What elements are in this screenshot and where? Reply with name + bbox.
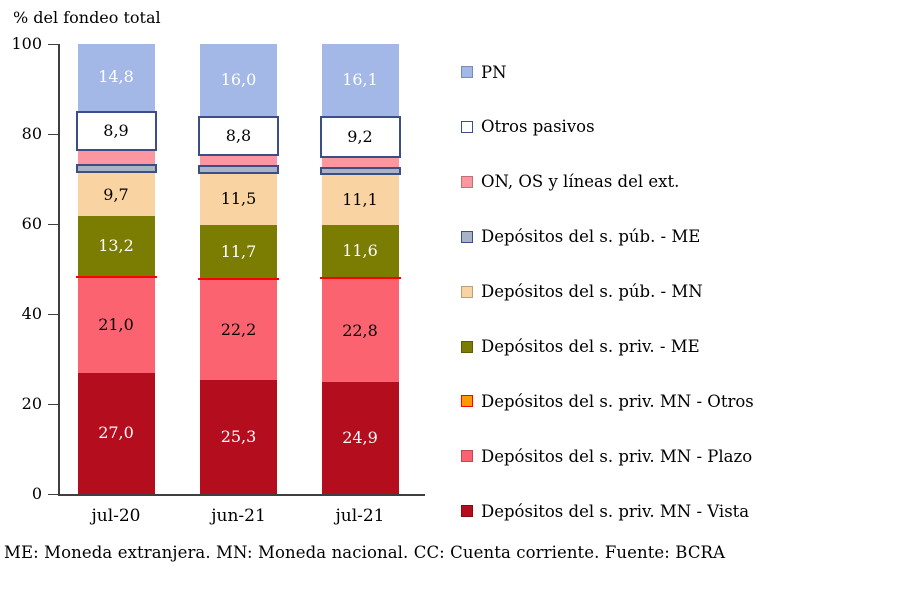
bar-value-label: 11,7 — [220, 241, 257, 261]
bar-segment — [77, 172, 155, 217]
bar-segment — [75, 275, 157, 278]
bar-segment — [321, 44, 399, 117]
legend-swatch — [461, 505, 473, 518]
legend-label: Depósitos del s. priv. - ME — [481, 337, 700, 356]
bar-segment — [77, 44, 155, 111]
bar-segment — [200, 380, 277, 494]
bar-value-label: 22,8 — [342, 320, 378, 340]
legend-item: ON, OS y líneas del ext. — [461, 172, 680, 192]
bar-segment — [200, 44, 277, 116]
bar-segment — [198, 116, 279, 156]
y-tick — [48, 404, 58, 405]
legend-item: Depósitos del s. priv. MN - Otros — [461, 391, 754, 411]
legend-label: PN — [481, 62, 507, 82]
y-tick — [48, 224, 58, 225]
bar-segment — [200, 225, 277, 278]
legend-swatch — [461, 450, 473, 463]
bar-segment — [77, 150, 155, 165]
bar-value-label: 14,8 — [98, 67, 134, 87]
legend-item: Depósitos del s. priv. - ME — [461, 337, 700, 356]
bar-segment — [77, 372, 155, 494]
legend-item: Otros pasivos — [461, 117, 595, 137]
y-tick-label: 100 — [11, 34, 42, 53]
x-category-label: jun-21 — [211, 506, 266, 526]
y-tick-label: 40 — [21, 304, 42, 323]
legend-item: Depósitos del s. púb. - MN — [461, 282, 703, 302]
y-tick — [48, 134, 58, 135]
bar-segment — [321, 174, 399, 225]
legend-item: Depósitos del s. priv. MN - Plazo — [461, 446, 753, 466]
legend-label: Otros pasivos — [481, 117, 595, 137]
legend-swatch — [461, 66, 473, 78]
legend-label: Depósitos del s. priv. MN - Vista — [481, 501, 750, 521]
legend-item: Depósitos del s. púb. - ME — [461, 227, 701, 247]
bar-segment — [319, 116, 401, 158]
x-axis — [58, 494, 425, 496]
bar-value-label: 25,3 — [220, 427, 257, 447]
bar-segment — [200, 280, 277, 381]
bar-value-label: 9,2 — [347, 127, 373, 147]
bar-value-label: 24,9 — [342, 427, 378, 447]
legend-swatch — [461, 395, 473, 408]
legend-label: Depósitos del s. priv. MN - Plazo — [481, 446, 753, 466]
y-tick — [48, 494, 58, 495]
y-axis — [58, 44, 60, 494]
bar-segment — [319, 277, 401, 280]
bar-segment — [198, 278, 279, 281]
bar-value-label: 22,2 — [220, 320, 257, 340]
bar-segment — [198, 164, 279, 174]
bar-value-label: 27,0 — [98, 423, 134, 443]
bar-segment — [321, 157, 399, 167]
bar-segment — [77, 216, 155, 276]
x-category-label: jul-21 — [335, 506, 385, 526]
bar-value-label: 8,9 — [103, 120, 129, 140]
bar-value-label: 13,2 — [98, 236, 134, 256]
y-tick — [48, 44, 58, 45]
y-tick-label: 0 — [31, 484, 42, 503]
bar-segment — [77, 278, 155, 373]
y-tick-label: 20 — [21, 394, 42, 413]
bar-value-label: 21,0 — [98, 315, 134, 335]
legend-swatch — [461, 285, 473, 298]
bar-value-label: 11,1 — [342, 189, 378, 209]
bar-value-label: 16,1 — [342, 70, 378, 90]
bar-segment — [321, 381, 399, 494]
bar-segment — [200, 173, 277, 226]
bar-value-label: 9,7 — [103, 184, 129, 204]
legend-label: Depósitos del s. púb. - ME — [481, 227, 701, 247]
x-category-label: jul-20 — [91, 506, 141, 526]
bar-segment — [319, 166, 401, 175]
bar-value-label: 8,8 — [225, 125, 252, 145]
legend-label: Depósitos del s. púb. - MN — [481, 282, 703, 302]
legend-swatch — [461, 230, 473, 243]
chart-title: % del fondeo total — [13, 8, 161, 27]
bar-value-label: 16,0 — [220, 70, 257, 89]
legend-swatch — [461, 340, 473, 353]
bar-segment — [321, 224, 399, 278]
bar-value-label: 11,6 — [342, 241, 378, 260]
legend-label: Depósitos del s. priv. MN - Otros — [481, 391, 754, 411]
legend-item: PN — [461, 62, 507, 82]
bar-value-label: 11,5 — [220, 189, 257, 209]
y-tick-label: 60 — [21, 214, 42, 233]
bar-segment — [321, 279, 399, 382]
legend-label: ON, OS y líneas del ext. — [481, 172, 680, 192]
y-tick — [48, 314, 58, 315]
legend-swatch — [461, 120, 473, 133]
footnote: ME: Moneda extranjera. MN: Moneda nacion… — [4, 543, 726, 562]
bar-segment — [75, 110, 157, 151]
y-tick-label: 80 — [21, 124, 42, 143]
legend-item: Depósitos del s. priv. MN - Vista — [461, 501, 750, 521]
legend-swatch — [461, 175, 473, 188]
bar-segment — [200, 155, 277, 165]
bar-segment — [75, 164, 157, 173]
